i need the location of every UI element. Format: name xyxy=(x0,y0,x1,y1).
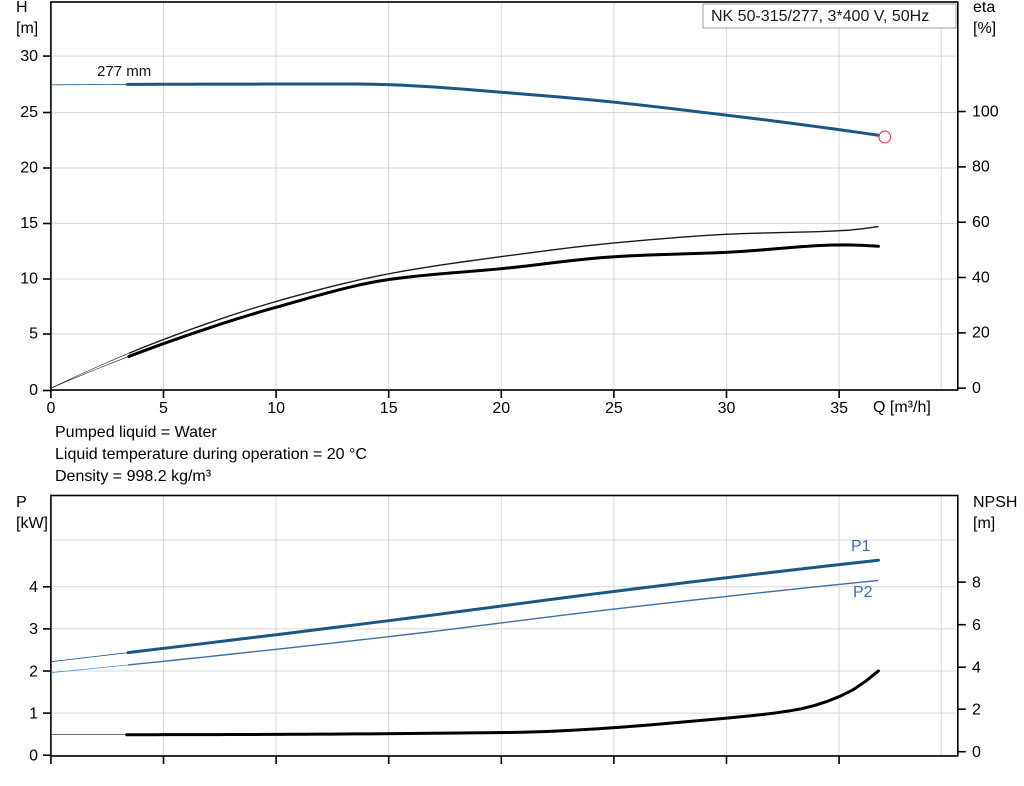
svg-text:0: 0 xyxy=(972,744,981,761)
svg-text:6: 6 xyxy=(972,617,981,634)
svg-text:25: 25 xyxy=(605,400,623,417)
svg-text:[%]: [%] xyxy=(973,20,996,37)
svg-text:Liquid temperature during oper: Liquid temperature during operation = 20… xyxy=(55,446,367,463)
svg-text:0: 0 xyxy=(46,400,55,417)
svg-text:5: 5 xyxy=(29,326,38,343)
svg-text:40: 40 xyxy=(972,269,990,286)
svg-text:Q [m³/h]: Q [m³/h] xyxy=(873,399,931,416)
svg-text:15: 15 xyxy=(380,400,398,417)
svg-text:20: 20 xyxy=(20,160,38,177)
svg-text:NK 50-315/277, 3*400 V, 50Hz: NK 50-315/277, 3*400 V, 50Hz xyxy=(711,8,929,25)
svg-text:3: 3 xyxy=(29,621,38,638)
svg-text:10: 10 xyxy=(267,400,285,417)
svg-text:30: 30 xyxy=(718,400,736,417)
svg-text:2: 2 xyxy=(972,702,981,719)
svg-text:[kW]: [kW] xyxy=(16,515,48,532)
svg-text:2: 2 xyxy=(29,663,38,680)
svg-text:P2: P2 xyxy=(853,584,873,601)
svg-text:277 mm: 277 mm xyxy=(97,63,151,80)
svg-text:0: 0 xyxy=(29,748,38,765)
svg-text:0: 0 xyxy=(972,380,981,397)
svg-text:20: 20 xyxy=(972,325,990,342)
svg-text:0: 0 xyxy=(29,382,38,399)
svg-text:Density = 998.2 kg/m³: Density = 998.2 kg/m³ xyxy=(55,468,212,485)
svg-text:[m]: [m] xyxy=(973,515,995,532)
svg-text:100: 100 xyxy=(972,103,999,120)
svg-text:60: 60 xyxy=(972,214,990,231)
svg-text:20: 20 xyxy=(492,400,510,417)
svg-text:30: 30 xyxy=(20,48,38,65)
svg-text:10: 10 xyxy=(20,271,38,288)
svg-text:80: 80 xyxy=(972,159,990,176)
svg-text:P1: P1 xyxy=(851,538,871,555)
svg-text:[m]: [m] xyxy=(16,20,38,37)
svg-text:5: 5 xyxy=(159,400,168,417)
svg-text:H: H xyxy=(16,0,28,16)
svg-text:Pumped liquid = Water: Pumped liquid = Water xyxy=(55,424,217,441)
svg-text:eta: eta xyxy=(973,0,995,16)
svg-text:8: 8 xyxy=(972,574,981,591)
svg-text:NPSH: NPSH xyxy=(973,494,1017,511)
svg-text:4: 4 xyxy=(29,579,38,596)
svg-text:P: P xyxy=(16,494,27,511)
svg-text:4: 4 xyxy=(972,660,981,677)
svg-text:1: 1 xyxy=(29,705,38,722)
svg-text:35: 35 xyxy=(830,400,848,417)
svg-text:15: 15 xyxy=(20,215,38,232)
svg-text:25: 25 xyxy=(20,104,38,121)
